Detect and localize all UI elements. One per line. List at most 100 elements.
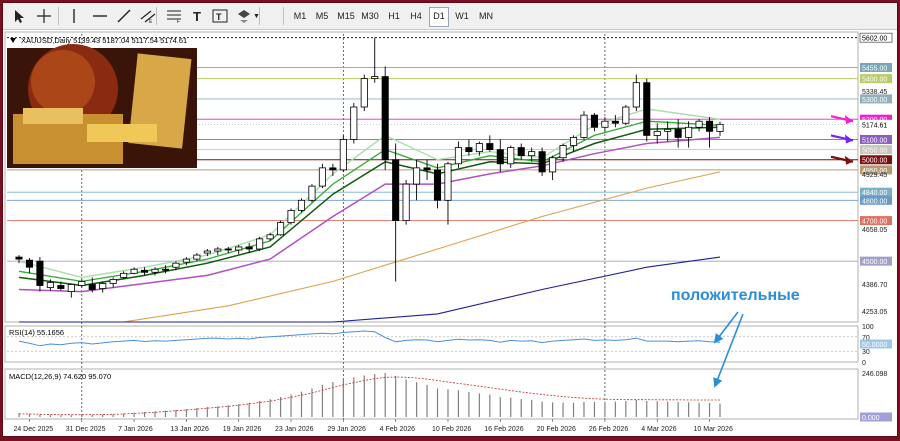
candle[interactable] [120, 271, 128, 280]
candle[interactable] [141, 267, 149, 276]
candle[interactable] [256, 236, 264, 252]
candle[interactable] [67, 283, 75, 298]
candle[interactable] [245, 242, 253, 254]
equidistant-channel-tool-button[interactable]: E [139, 6, 157, 26]
candle[interactable] [674, 119, 682, 148]
candle[interactable] [622, 104, 630, 126]
candle[interactable] [475, 141, 483, 156]
candle[interactable] [277, 220, 285, 236]
timeframe-h4[interactable]: H4 [410, 11, 422, 21]
bull-candle-body [339, 139, 347, 171]
candle[interactable] [444, 161, 452, 225]
candle[interactable] [193, 253, 201, 262]
candle[interactable] [549, 155, 557, 181]
candle[interactable] [507, 145, 515, 168]
candle[interactable] [350, 102, 358, 144]
candle[interactable] [569, 135, 578, 152]
text-label-tool-button[interactable]: T [211, 6, 229, 26]
candle[interactable] [705, 117, 714, 148]
candle[interactable] [214, 246, 222, 256]
candle[interactable] [371, 37, 379, 83]
bull-candle-body [632, 82, 640, 108]
timeframe-d1[interactable]: D1 [429, 7, 449, 27]
candle[interactable] [685, 121, 693, 148]
candle[interactable] [329, 163, 337, 176]
candle[interactable] [413, 159, 421, 201]
timeframe-m5[interactable]: M5 [315, 11, 329, 21]
candle[interactable] [454, 141, 462, 168]
bull-candle-body [172, 262, 180, 268]
candle[interactable] [559, 143, 567, 162]
horizontal-line-tool-button[interactable] [91, 6, 109, 26]
timeframe-m1[interactable]: M1 [293, 11, 307, 21]
timeframe-m15[interactable]: M15 [337, 11, 355, 21]
macd-axis-zero: 0.000 [862, 415, 880, 422]
candle[interactable] [109, 277, 117, 288]
candle[interactable] [528, 147, 536, 162]
candle[interactable] [465, 139, 473, 156]
candle[interactable] [716, 121, 724, 136]
candle[interactable] [318, 163, 326, 189]
candle[interactable] [99, 281, 107, 293]
chart-canvas[interactable]: 5602.005455.005400.005300.005200.005100.… [3, 30, 897, 436]
chart-area[interactable]: 5602.005455.005400.005300.005200.005100.… [3, 30, 897, 436]
candle[interactable] [78, 279, 86, 288]
timeframe-w1[interactable]: W1 [455, 11, 469, 21]
candle[interactable] [486, 135, 494, 152]
candle[interactable] [203, 248, 211, 257]
timeframe-h1[interactable]: H1 [388, 11, 400, 21]
candle[interactable] [287, 208, 295, 225]
candle[interactable] [88, 277, 96, 293]
candle[interactable] [25, 258, 34, 274]
vertical-line-tool-button[interactable] [65, 6, 83, 26]
candle[interactable] [297, 198, 306, 213]
bull-candle-body [318, 167, 326, 187]
candle[interactable] [235, 244, 243, 255]
candle[interactable] [496, 139, 504, 172]
candle[interactable] [538, 147, 546, 176]
candle[interactable] [172, 261, 180, 271]
candle[interactable] [580, 111, 588, 140]
candle[interactable] [632, 74, 640, 112]
candle[interactable] [381, 66, 389, 170]
candle[interactable] [517, 143, 525, 160]
text-tool-button[interactable]: T [189, 6, 207, 26]
timeframe-m30[interactable]: M30 [361, 11, 379, 21]
candle[interactable] [423, 159, 431, 181]
candle[interactable] [590, 113, 598, 132]
current-price-text: 5174.61 [862, 122, 887, 129]
candle[interactable] [57, 281, 65, 291]
candle[interactable] [601, 117, 609, 132]
candle[interactable] [266, 232, 274, 241]
trendline-tool-button[interactable] [115, 6, 133, 26]
candle[interactable] [339, 135, 347, 172]
crosshair-tool-button[interactable] [35, 6, 53, 26]
candle[interactable] [130, 267, 138, 275]
candle[interactable] [36, 257, 44, 292]
candle[interactable] [664, 121, 672, 142]
candle[interactable] [308, 184, 316, 203]
fibonacci-tool-button[interactable]: F [165, 6, 183, 26]
candle[interactable] [224, 246, 232, 254]
candle[interactable] [161, 265, 170, 274]
shapes-tool-button[interactable]: ▼ [235, 6, 261, 26]
bear-candle-body [433, 169, 442, 201]
candle[interactable] [611, 115, 619, 128]
candle[interactable] [653, 123, 661, 144]
candle[interactable] [151, 267, 159, 276]
cursor-tool-button[interactable] [11, 6, 29, 26]
candle[interactable] [360, 74, 368, 112]
bear-candle-body [392, 159, 400, 221]
level-badge-text: 5000.00 [862, 158, 887, 165]
candle[interactable] [15, 255, 23, 264]
candle[interactable] [433, 163, 442, 209]
candle[interactable] [695, 119, 703, 132]
collapse-triangle-icon[interactable] [10, 38, 16, 43]
candle[interactable] [46, 279, 54, 291]
candle[interactable] [182, 257, 190, 266]
candle[interactable] [402, 180, 410, 225]
candle[interactable] [392, 143, 400, 282]
candle[interactable] [643, 78, 651, 142]
timeframe-mn[interactable]: MN [479, 11, 493, 21]
date-label: 10 Mar 2026 [694, 426, 733, 433]
